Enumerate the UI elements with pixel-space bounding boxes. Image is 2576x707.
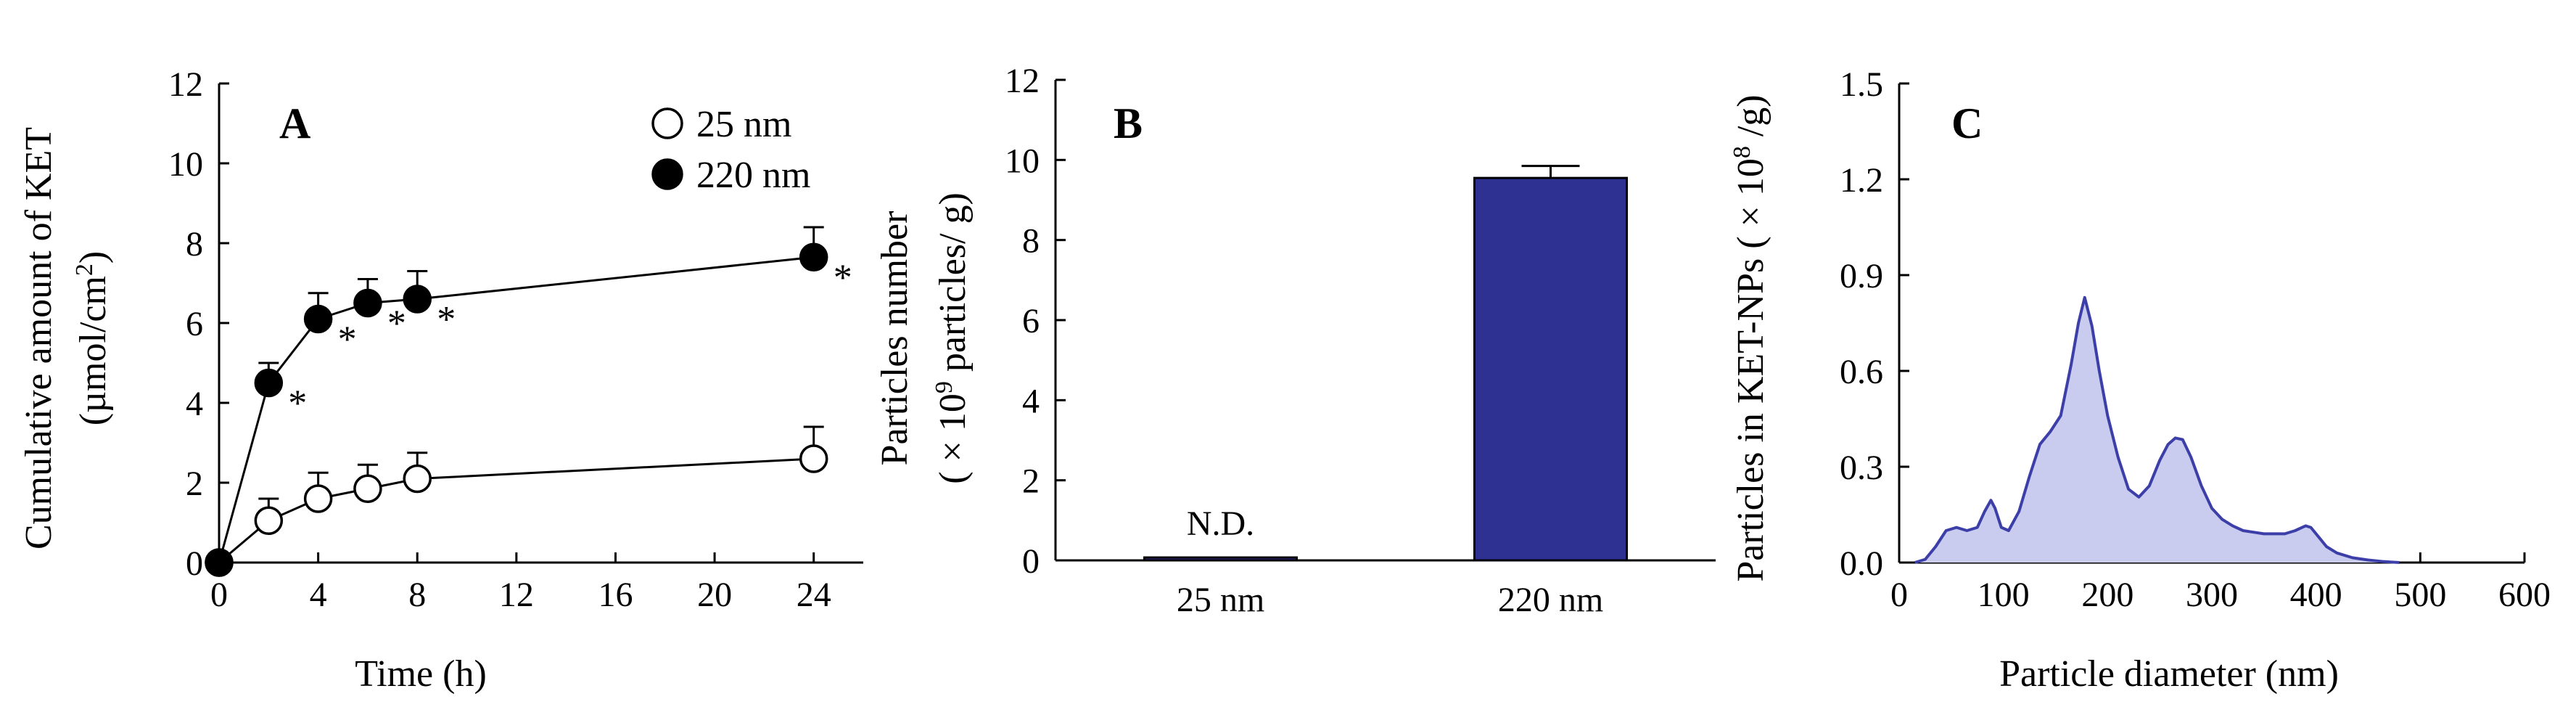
legend-25nm-label: 25 nm: [696, 104, 791, 145]
series-25nm-point: [403, 464, 432, 494]
panel-b-y-tick-label: 6: [1022, 302, 1040, 340]
series-25nm-point: [353, 474, 382, 503]
significance-asterisk: *: [834, 257, 852, 298]
panel-a-x-tick-label: 20: [697, 576, 732, 614]
series-220nm-point: [205, 548, 234, 577]
significance-asterisk: *: [288, 383, 307, 425]
panel-b-y-tick-label: 0: [1022, 542, 1040, 581]
panel-c-x-tick-label: 300: [2186, 576, 2238, 614]
panel-c-y-tick-label: 0.3: [1840, 449, 1883, 487]
distribution-area-fill: [1914, 297, 2400, 563]
bar-220nm: [1473, 176, 1628, 562]
panel-a-y-tick-label: 10: [168, 145, 203, 184]
panel-a-y-tick-label: 4: [186, 385, 203, 423]
series-25nm-point: [799, 444, 828, 473]
panel-b-category-label: 25 nm: [1177, 581, 1264, 619]
panel-c-y-tick-label: 0.0: [1840, 544, 1883, 583]
panel-a-x-axis-label: Time (h): [355, 653, 487, 695]
panel-b-y-tick-label: 12: [1005, 62, 1040, 100]
panel-b-y-tick-label: 2: [1022, 462, 1040, 501]
panel-b-category-label: 220 nm: [1498, 581, 1603, 619]
panel-c-x-tick-label: 400: [2290, 576, 2342, 614]
panel-b-y-axis-label-line2: ( × 109 particles/ g): [931, 192, 974, 484]
legend-25nm-open-circle-icon: [651, 107, 683, 139]
series-220nm-point: [799, 242, 828, 271]
bar-data-label: N.D.: [1187, 504, 1254, 543]
panel-a-x-tick-label: 8: [408, 576, 426, 614]
panel-c-x-axis-label: Particle diameter (nm): [1999, 653, 2339, 695]
series-220nm-point: [303, 304, 333, 334]
panel-a-chart: A Time (h) Cumulative amount of KET (µmo…: [18, 65, 863, 695]
panel-a-y-tick-label: 12: [168, 65, 203, 104]
series-25nm-point: [303, 484, 333, 513]
legend-220nm-label: 220 nm: [696, 155, 810, 196]
panel-c-y-tick-label: 1.2: [1840, 161, 1883, 200]
panel-c-y-tick-label: 0.6: [1840, 353, 1883, 391]
panel-a-x-tick-label: 12: [499, 576, 534, 614]
panel-c-chart: C Particle diameter (nm) Particles in KE…: [1729, 65, 2551, 695]
panel-a-y-tick-label: 0: [186, 544, 203, 583]
panel-a-x-tick-label: 0: [210, 576, 228, 614]
panel-b-chart: B Particles number ( × 109 particles/ g)…: [874, 62, 1716, 619]
panel-a-x-tick-label: 16: [598, 576, 633, 614]
panel-b-y-tick-label: 8: [1022, 222, 1040, 261]
panel-c-x-tick-label: 200: [2081, 576, 2133, 614]
panel-b-y-axis-label-line1: Particles number: [874, 211, 915, 466]
panel-a-y-tick-label: 2: [186, 465, 203, 503]
panel-a-x-tick-label: 24: [797, 576, 831, 614]
significance-asterisk: *: [387, 303, 406, 345]
panel-a-x-tick-label: 4: [310, 576, 327, 614]
series-220nm-point: [353, 288, 382, 318]
series-25nm-point: [254, 506, 284, 535]
panel-b-y-tick-label: 4: [1022, 382, 1040, 420]
panel-c-letter: C: [1951, 99, 1983, 147]
series-25nm-line: [218, 457, 814, 564]
series-220nm-point: [403, 285, 432, 314]
panel-a-legend: 25 nm 220 nm: [651, 104, 810, 196]
panel-c-y-tick-label: 0.9: [1840, 257, 1883, 295]
distribution-line: [1914, 295, 2400, 564]
panel-c-x-tick-label: 600: [2498, 576, 2551, 614]
panel-c-y-tick-label: 1.5: [1840, 65, 1883, 104]
panel-a-y-tick-label: 8: [186, 225, 203, 263]
panel-c-y-axis-label: Particles in KET-NPs ( × 108 /g): [1729, 94, 1771, 581]
panel-a-y-axis-label-line2: (µmol/cm2): [71, 251, 114, 425]
legend-220nm-filled-circle-icon: [651, 158, 683, 190]
panel-b-y-tick-label: 10: [1005, 142, 1040, 180]
panel-a-y-tick-label: 6: [186, 305, 203, 343]
series-220nm-point: [254, 368, 284, 398]
significance-asterisk: *: [437, 299, 456, 340]
panel-c-x-tick-label: 500: [2394, 576, 2446, 614]
bar-25nm: [1143, 556, 1298, 562]
panel-c-x-tick-label: 0: [1890, 576, 1908, 614]
significance-asterisk: *: [338, 319, 357, 361]
panel-a-letter: A: [279, 99, 310, 147]
series-220nm-line: [218, 256, 814, 563]
panel-c-x-tick-label: 100: [1978, 576, 2030, 614]
panel-b-letter: B: [1114, 99, 1143, 147]
panel-a-y-axis-label-line1: Cumulative amount of KET: [18, 127, 59, 549]
